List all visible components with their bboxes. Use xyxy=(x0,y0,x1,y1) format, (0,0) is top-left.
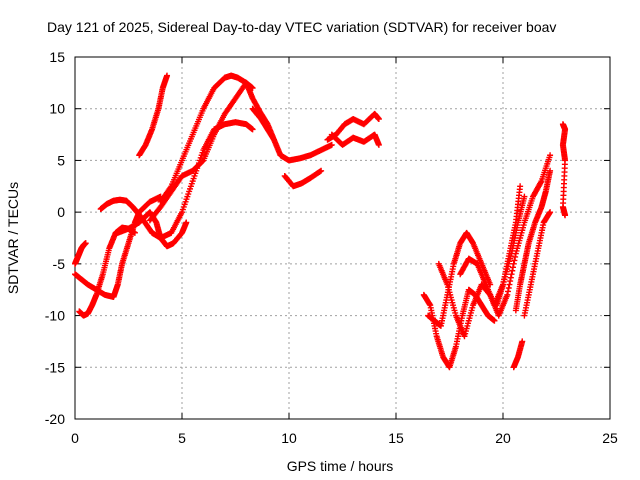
point-arc12-5-0 xyxy=(375,141,382,148)
series-arc12 xyxy=(328,131,382,148)
point-arc15-8-7 xyxy=(509,267,516,274)
point-arc13-11-0 xyxy=(491,317,498,324)
point-arc3-10-0 xyxy=(131,229,138,236)
series-arc14 xyxy=(425,229,494,329)
point-arc15-8-1 xyxy=(504,288,511,295)
y-tick-label-0: -20 xyxy=(45,411,65,427)
point-arc11-6-0 xyxy=(375,116,382,123)
point-arc15-8-8 xyxy=(509,264,516,271)
series-arc15 xyxy=(435,152,554,340)
point-arc15-8-3 xyxy=(506,281,513,288)
point-arc4-18-0 xyxy=(249,126,256,133)
point-arc15-13-0 xyxy=(547,152,554,159)
point-arc18-7-0 xyxy=(547,167,554,174)
point-arc7-4-11 xyxy=(199,158,206,165)
y-tick-label-2: -10 xyxy=(45,308,65,324)
point-arc9-9-0 xyxy=(328,141,335,148)
x-tick-label-1: 5 xyxy=(178,430,186,446)
x-tick-label-2: 10 xyxy=(281,430,297,446)
series-arc18 xyxy=(512,167,554,314)
point-arc17-4-0 xyxy=(517,183,524,190)
x-tick-label-5: 25 xyxy=(602,430,618,446)
y-tick-label-7: 15 xyxy=(49,49,65,65)
point-arc10-4-0 xyxy=(318,167,325,174)
series-arc9 xyxy=(249,105,335,164)
x-tick-label-0: 0 xyxy=(71,430,79,446)
series-arc10 xyxy=(281,167,325,190)
point-arc15-11-11 xyxy=(537,179,544,186)
point-arc15-8-11 xyxy=(512,253,519,260)
point-arc15-8-6 xyxy=(508,271,515,278)
y-tick-label-4: 0 xyxy=(57,204,65,220)
y-axis-label: SDTVAR / TECUs xyxy=(5,182,21,294)
x-axis-label: GPS time / hours xyxy=(287,458,394,474)
series-arc2 xyxy=(72,240,89,267)
point-arc15-8-0 xyxy=(504,291,511,298)
point-arc15-8-10 xyxy=(511,257,518,264)
x-tick-label-4: 20 xyxy=(495,430,511,446)
point-arc21-5-0 xyxy=(562,212,569,219)
series-arc21 xyxy=(559,121,569,219)
series-arc20 xyxy=(510,338,526,371)
point-arc5-5-0 xyxy=(164,72,171,79)
x-tick-label-3: 15 xyxy=(388,430,404,446)
point-arc8-0-11 xyxy=(167,184,174,191)
series-arc13 xyxy=(420,286,498,371)
data-points xyxy=(72,72,569,371)
point-arc6-9-0 xyxy=(183,219,190,226)
y-tick-label-3: -5 xyxy=(53,256,66,272)
series-arc17 xyxy=(493,183,524,309)
point-arc15-8-5 xyxy=(507,274,514,281)
y-tick-label-6: 10 xyxy=(49,101,65,117)
point-arc19-4-0 xyxy=(547,209,554,216)
point-arc2-5-0 xyxy=(82,240,89,247)
plot-frame xyxy=(74,56,611,420)
series-arc4 xyxy=(97,119,256,241)
point-arc16-8-0 xyxy=(521,193,528,200)
axis-ticks: 0 5 10 15 20 25 -20 -15 -10 -5 0 5 10 15 xyxy=(45,49,618,446)
point-arc15-8-2 xyxy=(505,284,512,291)
series-arc5 xyxy=(136,72,171,159)
y-tick-label-1: -15 xyxy=(45,359,65,375)
series-arc7 xyxy=(146,79,256,224)
series-arc19 xyxy=(521,209,554,319)
point-arc20-2-0 xyxy=(519,338,526,345)
y-tick-label-5: 5 xyxy=(57,152,65,168)
point-arc15-8-4 xyxy=(507,278,514,285)
chart-title: Day 121 of 2025, Sidereal Day-to-day VTE… xyxy=(47,19,556,35)
